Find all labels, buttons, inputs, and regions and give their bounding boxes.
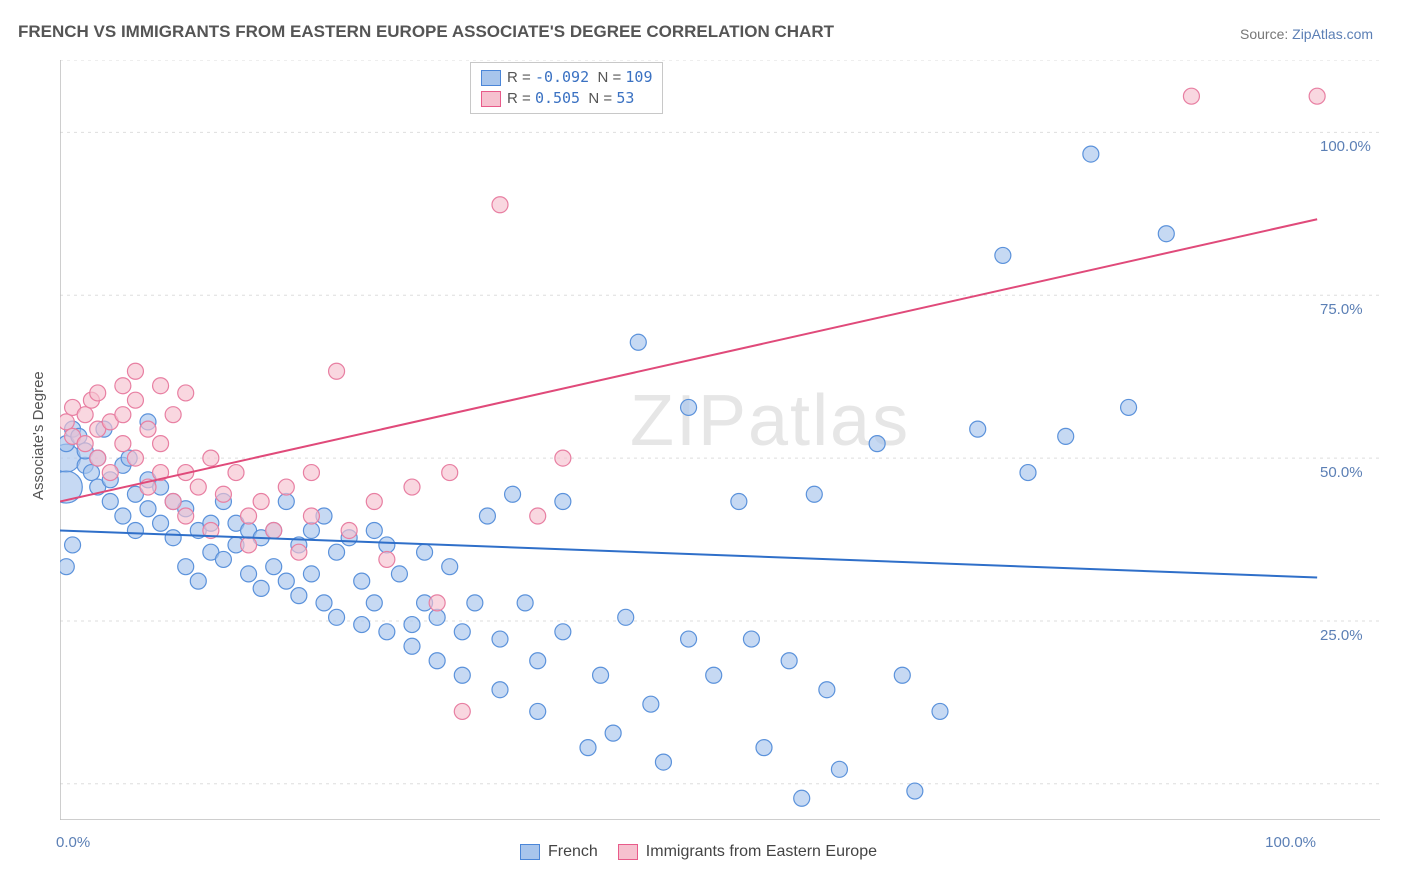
series-legend: French Immigrants from Eastern Europe [520,843,877,861]
legend-swatch [481,91,501,107]
y-tick-label: 25.0% [1320,627,1363,644]
legend-item: French [520,843,598,861]
scatter-chart [60,60,1380,820]
y-tick-label: 100.0% [1320,138,1371,155]
y-axis-label: Associate's Degree [30,371,47,500]
chart-title: FRENCH VS IMMIGRANTS FROM EASTERN EUROPE… [18,22,834,42]
y-tick-label: 75.0% [1320,301,1363,318]
legend-item: Immigrants from Eastern Europe [618,843,877,861]
x-tick-label: 100.0% [1265,834,1316,851]
source-prefix: Source: [1240,26,1292,42]
x-tick-label: 0.0% [56,834,90,851]
source-link[interactable]: ZipAtlas.com [1292,26,1373,42]
legend-swatch [520,844,540,860]
correlation-legend: R = -0.092 N = 109R = 0.505 N = 53 [470,62,663,114]
y-tick-label: 50.0% [1320,464,1363,481]
legend-row: R = -0.092 N = 109 [481,67,652,88]
legend-swatch [481,70,501,86]
legend-swatch [618,844,638,860]
legend-label: Immigrants from Eastern Europe [646,843,877,861]
source-attribution: Source: ZipAtlas.com [1240,26,1373,42]
legend-label: French [548,843,598,861]
legend-row: R = 0.505 N = 53 [481,88,652,109]
